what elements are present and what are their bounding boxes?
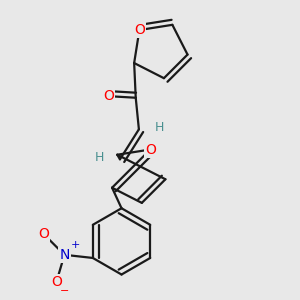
Text: O: O bbox=[51, 274, 62, 289]
Text: N: N bbox=[59, 248, 70, 262]
Text: O: O bbox=[103, 89, 114, 103]
Text: H: H bbox=[155, 121, 164, 134]
Text: +: + bbox=[71, 240, 80, 250]
Text: O: O bbox=[134, 23, 145, 37]
Text: O: O bbox=[38, 227, 49, 241]
Text: H: H bbox=[95, 151, 104, 164]
Text: O: O bbox=[145, 142, 156, 157]
Text: −: − bbox=[60, 286, 69, 296]
